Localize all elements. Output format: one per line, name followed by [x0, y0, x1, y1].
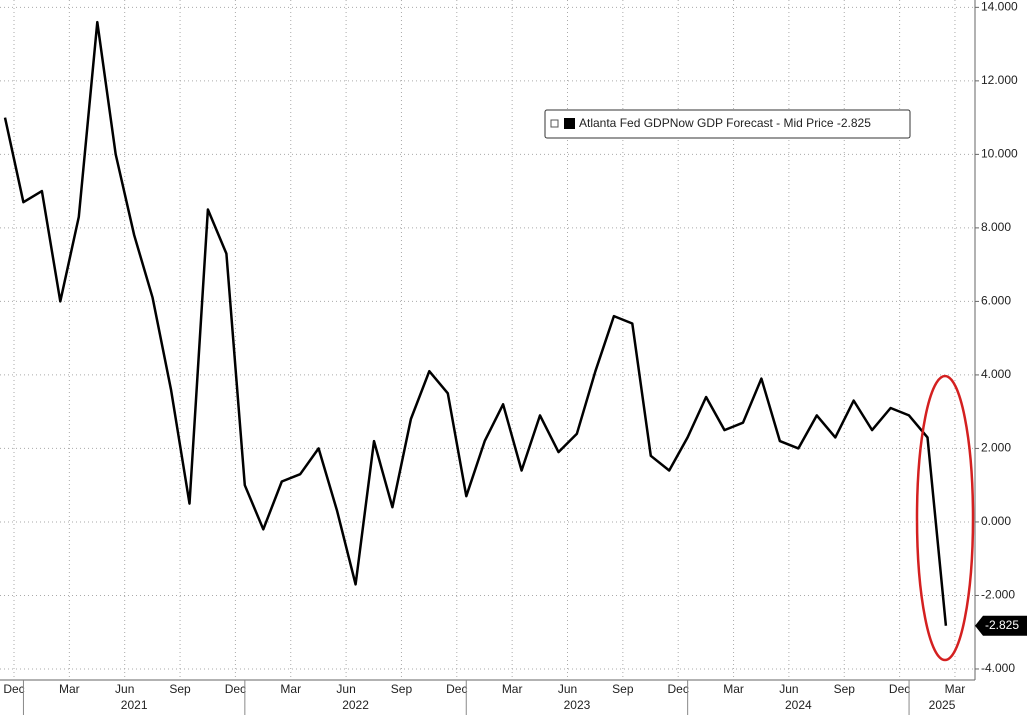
y-tick-label: 0.000: [981, 514, 1011, 528]
x-tick-label: Jun: [779, 682, 798, 696]
x-tick-label: Dec: [225, 682, 246, 696]
x-tick-label: Dec: [446, 682, 467, 696]
y-tick-label: 6.000: [981, 294, 1011, 308]
grid: [0, 0, 975, 680]
x-tick-label: Jun: [336, 682, 355, 696]
last-value-label: -2.825: [985, 618, 1019, 632]
x-tick-label: Sep: [169, 682, 191, 696]
y-tick-label: 14.000: [981, 0, 1018, 14]
y-tick-label: 2.000: [981, 441, 1011, 455]
last-value-tag: [975, 615, 1027, 636]
year-label: 2025: [929, 698, 956, 712]
plot: [3, 20, 948, 626]
x-tick-label: Mar: [280, 682, 301, 696]
legend-toggle[interactable]: [550, 119, 559, 128]
y-tick-label: 12.000: [981, 73, 1018, 87]
x-tick-label: Dec: [889, 682, 910, 696]
legend-value: -2.825: [837, 116, 871, 130]
y-tick-label: 10.000: [981, 147, 1018, 161]
year-label: 2021: [121, 698, 148, 712]
x-tick-label: Dec: [3, 682, 24, 696]
y-tick-label: -2.000: [981, 588, 1015, 602]
x-tick-label: Mar: [59, 682, 80, 696]
x-tick-label: Mar: [502, 682, 523, 696]
legend-label: Atlanta Fed GDPNow GDP Forecast - Mid Pr…: [579, 116, 871, 130]
legend-name: Atlanta Fed GDPNow GDP Forecast - Mid Pr…: [579, 116, 834, 130]
legend-box: [544, 109, 911, 139]
x-tick-label: Mar: [723, 682, 744, 696]
highlight-ellipse: [915, 374, 975, 662]
legend-swatch: [564, 118, 575, 129]
x-tick-label: Dec: [668, 682, 689, 696]
x-tick-label: Sep: [391, 682, 413, 696]
year-label: 2022: [342, 698, 369, 712]
x-tick-label: Jun: [115, 682, 134, 696]
year-label: 2023: [564, 698, 591, 712]
y-tick-label: 8.000: [981, 220, 1011, 234]
series-line: [3, 20, 948, 626]
y-tick-label: -4.000: [981, 661, 1015, 675]
year-label: 2024: [785, 698, 812, 712]
x-tick-label: Sep: [834, 682, 856, 696]
x-tick-label: Jun: [558, 682, 577, 696]
legend: Atlanta Fed GDPNow GDP Forecast - Mid Pr…: [544, 109, 911, 139]
x-tick-label: Mar: [945, 682, 966, 696]
y-tick-label: 4.000: [981, 367, 1011, 381]
x-tick-label: Sep: [612, 682, 634, 696]
